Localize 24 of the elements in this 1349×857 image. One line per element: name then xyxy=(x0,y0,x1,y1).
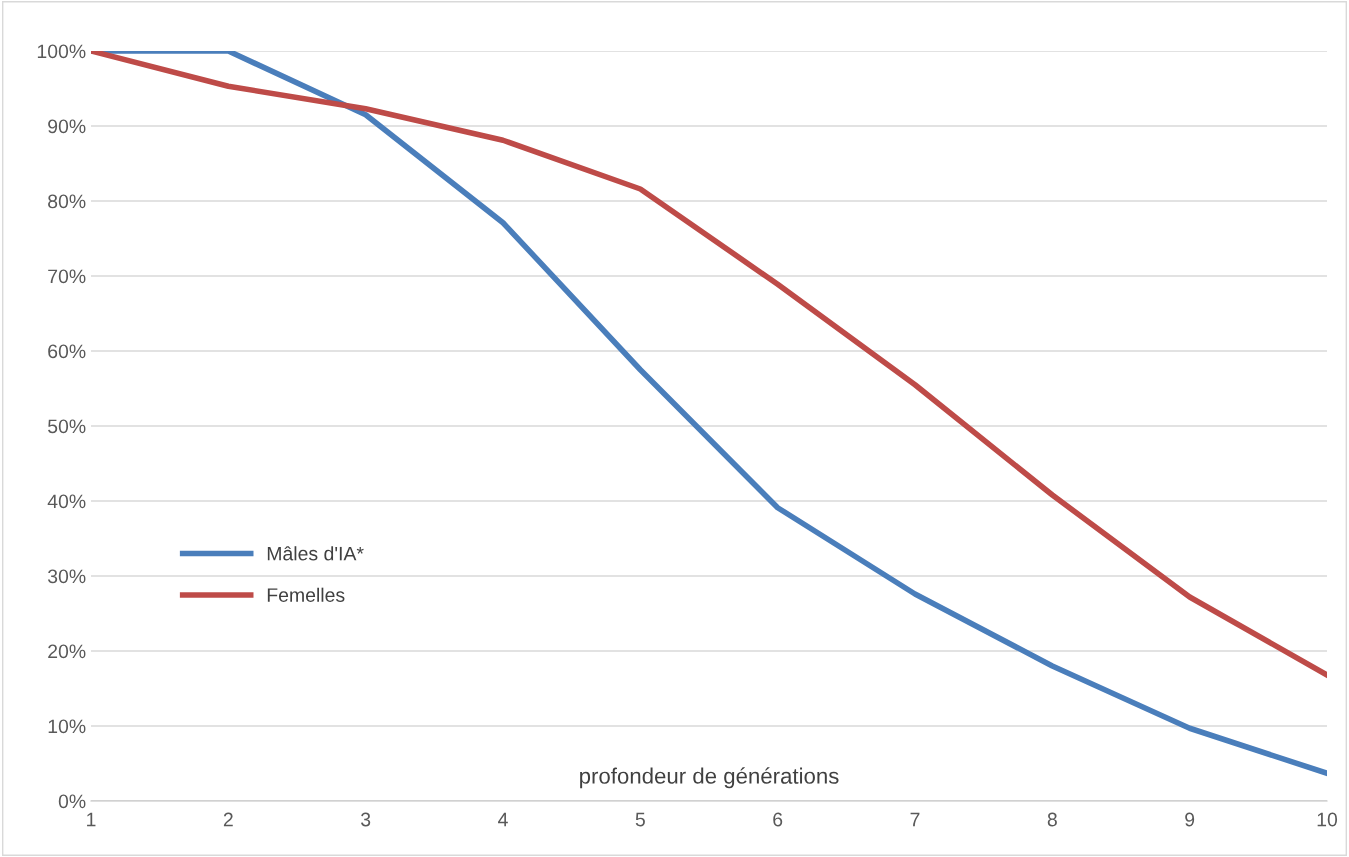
y-tick-label: 70% xyxy=(48,269,86,284)
x-tick-label: 2 xyxy=(223,812,233,827)
y-tick-label: 10% xyxy=(48,719,86,734)
x-tick-label: 3 xyxy=(361,812,371,827)
x-tick-label: 5 xyxy=(635,812,645,827)
x-tick-label: 8 xyxy=(1047,812,1057,827)
x-tick-label: 10 xyxy=(1317,812,1338,827)
x-tick-label: 7 xyxy=(910,812,920,827)
x-tick-label: 4 xyxy=(498,812,508,827)
y-tick-label: 60% xyxy=(48,344,86,359)
x-tick-label: 1 xyxy=(87,812,96,827)
legend-label: Femelles xyxy=(267,587,345,602)
x-tick-label: 9 xyxy=(1185,812,1195,827)
y-tick-label: 0% xyxy=(58,794,86,809)
y-tick-label: 20% xyxy=(48,644,86,659)
y-tick-label: 30% xyxy=(47,569,86,584)
legend-label: Mâles d'IA* xyxy=(267,546,364,561)
x-tick-label: 6 xyxy=(773,812,783,827)
y-tick-label: 50% xyxy=(48,419,86,434)
y-tick-label: 40% xyxy=(47,494,86,509)
y-tick-label: 90% xyxy=(48,119,86,134)
y-tick-label: 100% xyxy=(37,44,86,59)
x-axis-title: profondeur de générations xyxy=(580,767,839,789)
y-tick-label: 80% xyxy=(48,194,86,209)
